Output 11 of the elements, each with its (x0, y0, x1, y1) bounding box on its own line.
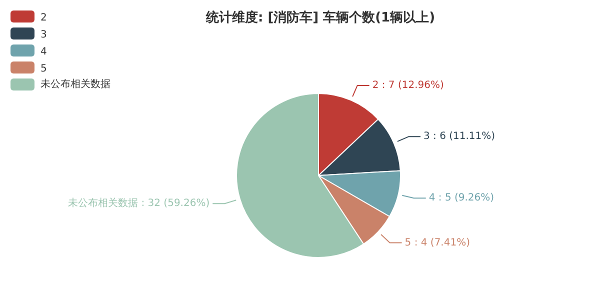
data-label: 2 : 7 (12.96%) (372, 80, 444, 92)
legend-label: 未公布相关数据 (40, 78, 110, 90)
legend-label: 2 (40, 12, 47, 24)
legend-label: 4 (40, 46, 47, 58)
data-label: 未公布相关数据 : 32 (59.26%) (68, 197, 210, 210)
legend-label: 5 (40, 64, 47, 74)
legend-label: 3 (40, 30, 47, 40)
chart-title: 统计维度: [消防车] 车辆个数(1辆以上) (204, 10, 436, 26)
data-label: 4 : 5 (9.26%) (428, 192, 494, 204)
data-label: 3 : 6 (11.11%) (423, 131, 496, 142)
data-label: 5 : 4 (7.41%) (404, 237, 470, 248)
